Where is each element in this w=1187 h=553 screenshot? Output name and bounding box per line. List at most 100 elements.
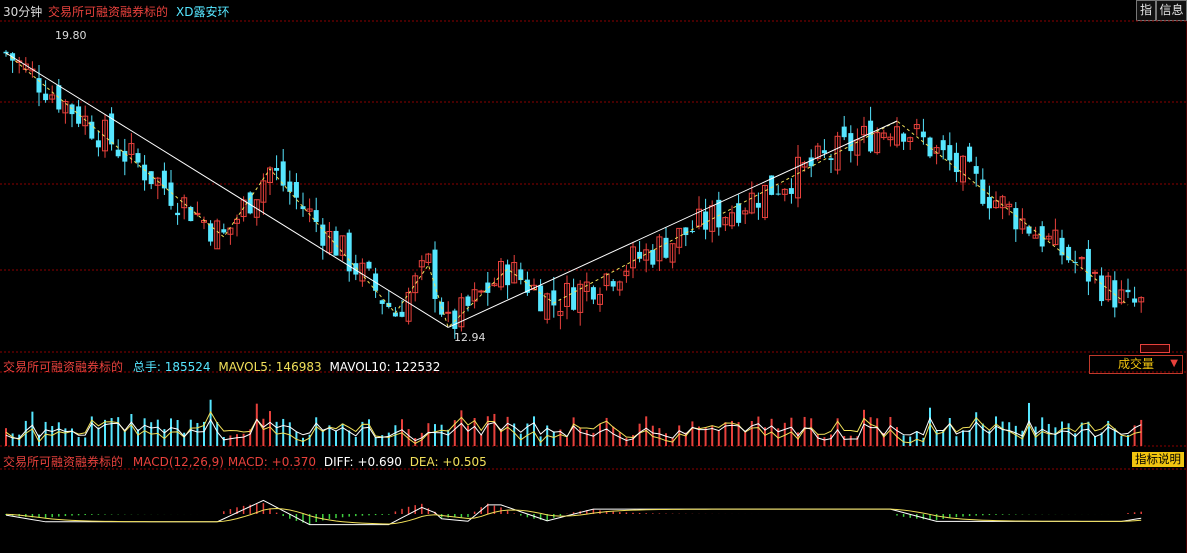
indicator-dropdown[interactable]: 成交量 ▼ <box>1089 355 1183 374</box>
candle-body <box>531 284 537 291</box>
candle-body <box>142 164 148 181</box>
low-price-label: 12.94 <box>454 331 486 344</box>
period-label[interactable]: 30分钟 <box>3 5 43 19</box>
candle-body <box>597 293 603 305</box>
candle-body <box>577 283 584 313</box>
candle-body <box>1039 226 1045 247</box>
candle-body <box>1019 218 1026 230</box>
candle-body <box>689 231 695 233</box>
candle-body <box>940 140 946 151</box>
candle-body <box>907 137 914 143</box>
candle-body <box>175 212 181 216</box>
trend-line <box>447 120 898 328</box>
candle-body <box>1078 257 1085 260</box>
mavol5-label: MAVOL5: <box>218 360 272 374</box>
candle-body <box>980 179 986 204</box>
candle-body <box>913 124 920 130</box>
candle-body <box>610 281 616 287</box>
trend-line <box>5 52 449 328</box>
formula-title: 交易所可融资融券标的 <box>48 5 169 19</box>
candle-body <box>1118 289 1125 304</box>
candle-body <box>43 93 49 101</box>
candle-body <box>551 290 557 306</box>
candle-body <box>1138 297 1145 303</box>
candle-body <box>973 166 979 174</box>
candle-body <box>663 237 669 258</box>
candle-body <box>95 140 101 148</box>
macd-header: 交易所可融资融券标的 MACD(12,26,9) MACD: +0.370 DI… <box>3 453 487 470</box>
candle-body <box>524 279 530 293</box>
candle-body <box>287 181 293 192</box>
candle-body <box>557 310 564 316</box>
candle-body <box>432 249 438 299</box>
candle-body <box>412 275 419 294</box>
dea-line <box>5 508 1142 525</box>
dea-label: DEA: <box>409 455 439 469</box>
info-button[interactable]: 信息 <box>1156 0 1187 21</box>
candle-body <box>76 106 82 124</box>
mavol10-value: 122532 <box>394 360 441 374</box>
candle-body <box>313 210 319 222</box>
candle-body <box>762 184 768 219</box>
candle-body <box>729 212 735 227</box>
volume-header: 交易所可融资融券标的 总手: 185524 MAVOL5: 146983 MAV… <box>3 358 440 375</box>
candle-body <box>716 199 722 228</box>
candle-body <box>234 218 240 224</box>
candle-body <box>993 200 999 209</box>
candle-body <box>518 269 524 281</box>
candle-body <box>405 291 412 322</box>
candles <box>3 50 1145 339</box>
candle-body <box>498 261 504 288</box>
candle-body <box>953 152 959 173</box>
candle-body <box>920 131 926 138</box>
candle-body <box>452 310 458 329</box>
candle-body <box>188 207 194 222</box>
candle-body <box>109 113 115 145</box>
candle-body <box>168 182 174 206</box>
candle-body <box>788 188 794 194</box>
candle-body <box>637 251 643 259</box>
candle-body <box>485 282 491 293</box>
candle-body <box>1045 235 1052 240</box>
candle-body <box>999 196 1006 209</box>
candle-body <box>769 175 775 195</box>
candle-body <box>854 139 861 156</box>
candle-body <box>821 150 827 154</box>
candle-body <box>260 180 267 203</box>
candle-body <box>392 312 398 317</box>
candle-body <box>683 227 689 236</box>
zigzag-lines <box>5 52 1129 329</box>
candle-body <box>623 270 630 277</box>
candle-body <box>874 132 881 154</box>
candle-body <box>933 147 940 154</box>
candle-body <box>795 156 801 199</box>
candle-body <box>1085 248 1091 282</box>
candle-body <box>834 135 841 171</box>
candle-body <box>630 246 636 269</box>
candle-body <box>583 281 590 292</box>
candle-body <box>960 155 966 183</box>
candle-body <box>841 126 847 138</box>
indicator-help-button[interactable]: 指标说明 <box>1132 452 1184 467</box>
candle-body <box>221 229 227 233</box>
candle-body <box>828 158 834 161</box>
candle-body <box>439 301 445 315</box>
index-button[interactable]: 指 <box>1136 0 1156 21</box>
macd-value: +0.370 <box>271 455 317 469</box>
candle-body <box>947 145 953 161</box>
diff-value: +0.690 <box>357 455 402 469</box>
candle-body <box>887 136 894 141</box>
candle-body <box>748 192 755 214</box>
stock-name: XD露安环 <box>176 5 230 19</box>
candle-body <box>36 78 42 93</box>
candle-body <box>326 230 333 254</box>
candle-body <box>445 311 452 314</box>
candle-body <box>808 157 814 167</box>
candle-body <box>967 146 973 162</box>
macd-label: MACD: <box>227 455 268 469</box>
scroll-indicator[interactable] <box>1140 344 1170 353</box>
candle-body <box>722 217 729 226</box>
candle-body <box>339 235 346 256</box>
candle-body <box>346 232 352 272</box>
